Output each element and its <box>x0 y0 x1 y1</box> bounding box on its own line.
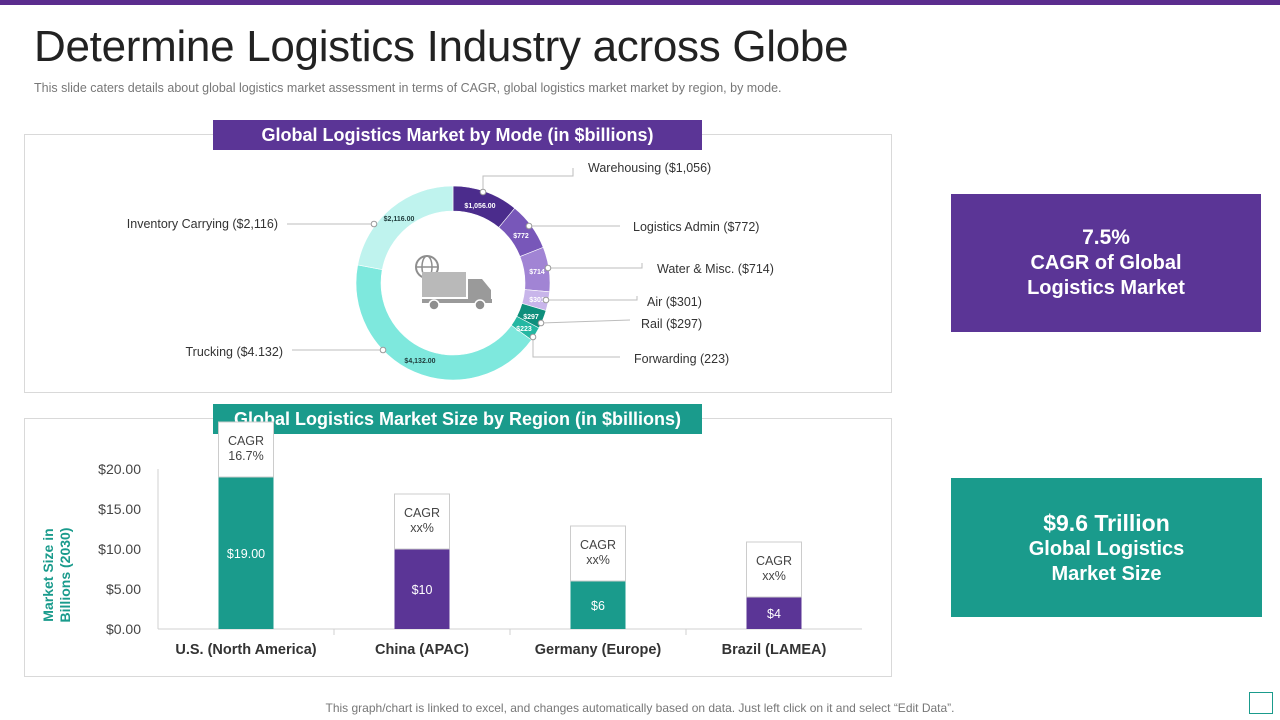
cagr-annotation-label: CAGR <box>404 506 440 520</box>
cagr-annotation-label: CAGR <box>228 434 264 448</box>
slice-data-label: $4,132.00 <box>404 358 435 365</box>
leader-dot <box>371 221 377 227</box>
leader-line <box>533 337 620 357</box>
leader-dot <box>380 347 386 353</box>
bar-data-label: $6 <box>591 599 605 613</box>
leader-dot <box>530 334 536 340</box>
cagr-annotation-label: CAGR <box>756 554 792 568</box>
leader-dot <box>538 320 544 326</box>
slice-data-label: $1,056.00 <box>464 203 495 210</box>
y-tick-label: $5.00 <box>106 581 141 597</box>
slice-data-label: $714 <box>529 269 545 276</box>
market-size-label-line2: Market Size <box>1051 562 1161 587</box>
leader-dot <box>545 265 551 271</box>
corner-frame-icon <box>1249 692 1273 714</box>
legend-label-inventory-carrying: Inventory Carrying ($2,116) <box>127 217 278 231</box>
slice-data-label: $2,116.00 <box>384 216 415 223</box>
legend-label-water-misc-: Water & Misc. ($714) <box>657 262 774 276</box>
y-tick-label: $20.00 <box>98 461 141 477</box>
legend-label-trucking: Trucking ($4.132) <box>186 345 284 359</box>
bar-data-label: $19.00 <box>227 547 265 561</box>
leader-line <box>483 168 573 192</box>
mode-donut-chart[interactable]: $1,056.00 $772 $714 $301 $297 $223 $4,132.00 $2… <box>0 0 900 400</box>
slice-data-label: $297 <box>523 314 539 321</box>
slice-data-label: $301 <box>529 297 545 304</box>
donut-slice-inventory-carrying[interactable] <box>358 186 453 270</box>
cagr-annotation-value: xx% <box>410 521 434 535</box>
bar-data-label: $4 <box>767 607 781 621</box>
leader-dot <box>543 297 549 303</box>
legend-label-forwarding: Forwarding (223) <box>634 352 729 366</box>
cagr-annotation-value: xx% <box>762 569 786 583</box>
cagr-annotation-value: xx% <box>586 553 610 567</box>
market-size-value: $9.6 Trillion <box>1043 509 1170 537</box>
leader-line <box>548 263 642 268</box>
x-tick-label: China (APAC) <box>375 642 469 658</box>
market-size-label-line1: Global Logistics <box>1029 537 1185 562</box>
legend-label-warehousing: Warehousing ($1,056) <box>588 161 711 175</box>
x-tick-label: Germany (Europe) <box>535 642 662 658</box>
cagr-label-line1: CAGR of Global <box>1030 251 1181 276</box>
leader-dot <box>480 189 486 195</box>
cagr-annotation-label: CAGR <box>580 538 616 552</box>
region-bar-chart[interactable]: $0.00 $5.00 $10.00 $15.00 $20.00 Market Size … <box>0 400 900 690</box>
y-tick-label: $15.00 <box>98 501 141 517</box>
truck-globe-icon <box>416 256 492 310</box>
y-tick-label: $10.00 <box>98 541 141 557</box>
y-tick-label: $0.00 <box>106 621 141 637</box>
x-tick-label: U.S. (North America) <box>175 642 316 658</box>
slice-data-label: $223 <box>516 326 532 333</box>
market-size-callout: $9.6 Trillion Global Logistics Market Si… <box>951 478 1262 617</box>
y-axis-label: Market Size inBillions (2030) <box>40 528 73 623</box>
legend-label-air: Air ($301) <box>647 295 702 309</box>
x-tick-label: Brazil (LAMEA) <box>722 642 827 658</box>
leader-line <box>546 296 637 300</box>
slice-data-label: $772 <box>513 233 529 240</box>
legend-label-logistics-admin: Logistics Admin ($772) <box>633 220 759 234</box>
cagr-value: 7.5% <box>1082 225 1130 251</box>
footer-note: This graph/chart is linked to excel, and… <box>0 701 1280 715</box>
cagr-label-line2: Logistics Market <box>1027 276 1185 301</box>
leader-line <box>541 320 630 323</box>
bar-data-label: $10 <box>412 583 433 597</box>
leader-dot <box>526 223 532 229</box>
legend-label-rail: Rail ($297) <box>641 317 702 331</box>
cagr-annotation-value: 16.7% <box>228 449 263 463</box>
cagr-callout: 7.5% CAGR of Global Logistics Market <box>951 194 1261 332</box>
